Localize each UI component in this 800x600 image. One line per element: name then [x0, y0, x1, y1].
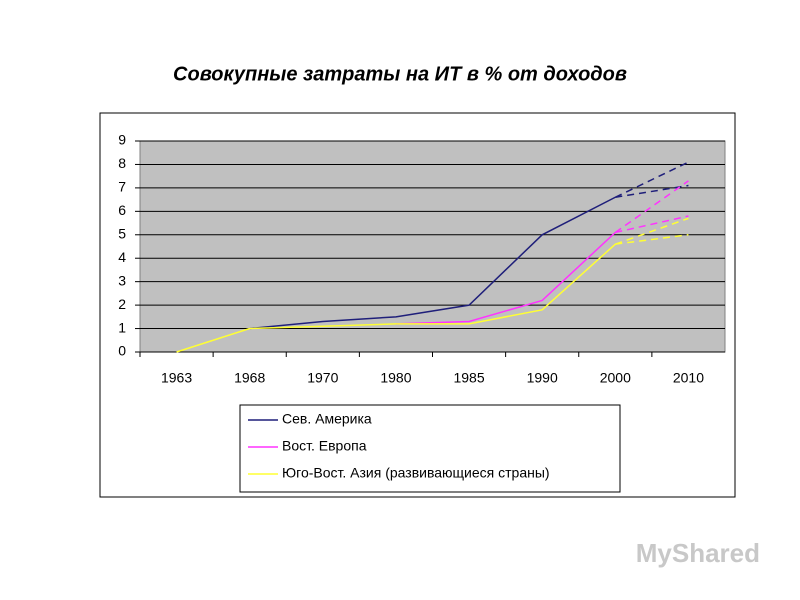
y-tick-label: 9: [118, 132, 126, 148]
projection-line: [615, 217, 689, 245]
y-tick-label: 0: [118, 343, 126, 359]
plot-area: [139, 140, 726, 353]
projection-line: [614, 161, 689, 198]
x-tick-label: 1963: [161, 370, 192, 386]
projection-line: [615, 234, 689, 245]
projection-line: [615, 215, 689, 234]
legend: [239, 404, 621, 493]
x-tick-label: 2010: [673, 370, 704, 386]
legend-label: Юго-Вост. Азия (развивающиеся страны): [282, 465, 550, 481]
watermark: MyShared: [636, 538, 760, 568]
x-tick-label: 1980: [380, 370, 411, 386]
y-tick-label: 7: [118, 179, 126, 195]
y-tick-label: 1: [118, 319, 126, 335]
y-tick-label: 8: [118, 155, 126, 171]
x-tick-label: 2000: [600, 370, 631, 386]
x-tick-label: 1968: [234, 370, 265, 386]
chart-title: Совокупные затраты на ИТ в % от доходов: [173, 63, 627, 85]
line: [176, 243, 616, 353]
line: [249, 196, 616, 330]
projection-line: [615, 184, 689, 199]
line: [395, 231, 616, 325]
legend-label: Сев. Америка: [282, 411, 372, 427]
y-tick-label: 3: [118, 272, 126, 288]
x-tick-label: 1985: [453, 370, 484, 386]
y-tick-label: 5: [118, 225, 126, 241]
y-tick-label: 6: [118, 202, 126, 218]
legend-label: Вост. Европа: [282, 438, 367, 454]
y-tick-label: 2: [118, 296, 126, 312]
y-tick-label: 4: [118, 249, 126, 265]
x-tick-label: 1990: [527, 370, 558, 386]
projection-line: [614, 180, 689, 234]
x-tick-label: 1970: [307, 370, 338, 386]
